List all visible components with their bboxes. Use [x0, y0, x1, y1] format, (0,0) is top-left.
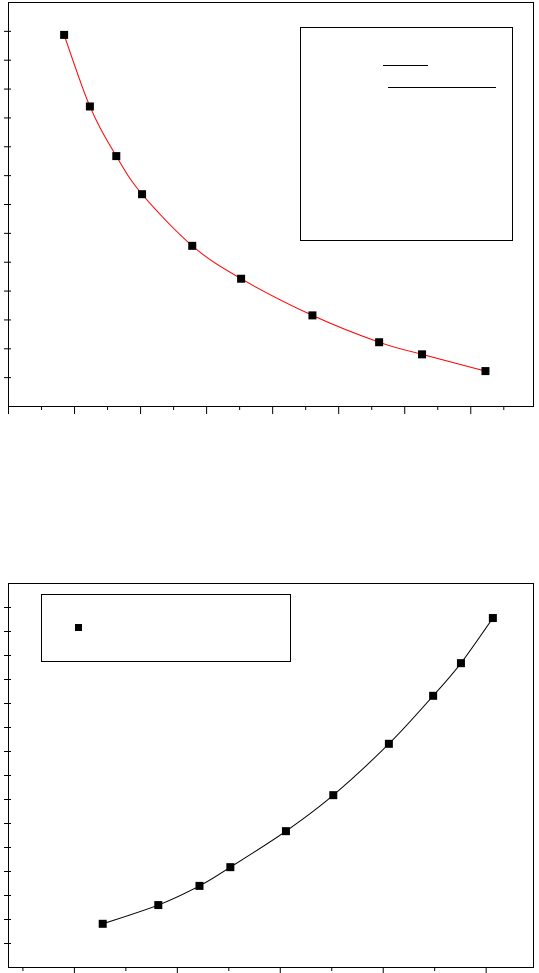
marker [138, 190, 147, 199]
marker [98, 919, 107, 928]
plot-frame [8, 2, 534, 407]
marker [195, 881, 204, 890]
marker [112, 152, 121, 161]
marker [226, 863, 235, 872]
marker [281, 827, 290, 836]
legend-box [300, 27, 513, 241]
fit-line [102, 617, 494, 925]
marker [456, 659, 465, 668]
marker [85, 102, 94, 111]
legend-marker [75, 624, 82, 631]
marker [481, 367, 490, 376]
plot [4, 583, 534, 973]
chart [4, 583, 534, 973]
marker [60, 30, 69, 39]
marker [418, 350, 427, 359]
marker [329, 791, 338, 800]
plot-frame [8, 583, 534, 968]
marker [154, 901, 163, 910]
marker [488, 614, 497, 623]
chart [4, 2, 534, 414]
marker [188, 241, 197, 250]
marker [384, 739, 393, 748]
marker [308, 311, 317, 320]
fit-line [63, 34, 486, 372]
marker [237, 274, 246, 283]
marker [429, 691, 438, 700]
plot [4, 2, 534, 414]
legend-box [41, 594, 291, 662]
marker [375, 338, 384, 347]
